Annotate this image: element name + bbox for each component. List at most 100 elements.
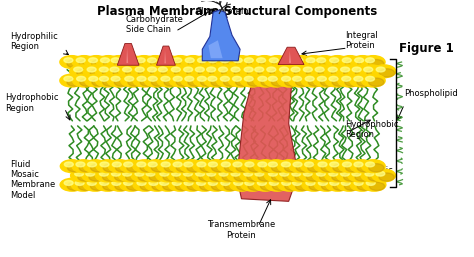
Circle shape — [176, 78, 191, 86]
Circle shape — [211, 78, 226, 86]
Circle shape — [83, 65, 107, 78]
Circle shape — [280, 171, 289, 176]
Circle shape — [60, 74, 83, 87]
Circle shape — [72, 160, 96, 173]
Circle shape — [191, 169, 215, 182]
Circle shape — [91, 182, 106, 190]
Circle shape — [340, 171, 349, 176]
Circle shape — [331, 69, 346, 77]
Circle shape — [112, 162, 121, 167]
Circle shape — [156, 56, 180, 68]
Circle shape — [208, 76, 217, 81]
Circle shape — [290, 56, 313, 68]
Circle shape — [255, 67, 264, 72]
Circle shape — [142, 169, 165, 182]
Circle shape — [221, 69, 237, 77]
Circle shape — [73, 74, 96, 87]
Circle shape — [124, 58, 133, 63]
Circle shape — [60, 178, 84, 191]
Circle shape — [333, 59, 348, 68]
Circle shape — [277, 56, 300, 68]
Circle shape — [121, 74, 145, 87]
Circle shape — [269, 58, 278, 63]
Circle shape — [270, 69, 285, 77]
Circle shape — [318, 76, 327, 81]
Circle shape — [136, 58, 145, 63]
Circle shape — [355, 173, 370, 181]
Circle shape — [319, 173, 335, 181]
Circle shape — [103, 164, 118, 172]
Circle shape — [137, 76, 146, 81]
Circle shape — [184, 67, 192, 72]
Circle shape — [135, 171, 144, 176]
Circle shape — [113, 69, 128, 77]
Circle shape — [357, 182, 373, 190]
Circle shape — [268, 162, 277, 167]
Circle shape — [272, 164, 287, 172]
Circle shape — [152, 182, 167, 190]
Polygon shape — [237, 58, 298, 201]
Text: Hydrophobic
Region: Hydrophobic Region — [5, 93, 59, 113]
Circle shape — [140, 164, 155, 172]
Circle shape — [188, 78, 203, 86]
Circle shape — [237, 182, 252, 190]
Circle shape — [337, 178, 361, 191]
Circle shape — [82, 169, 105, 182]
Circle shape — [311, 65, 335, 78]
Circle shape — [303, 67, 312, 72]
Circle shape — [204, 74, 228, 87]
Circle shape — [207, 67, 216, 72]
Circle shape — [372, 169, 395, 182]
Circle shape — [348, 169, 372, 182]
Circle shape — [127, 164, 142, 172]
Circle shape — [60, 160, 84, 173]
Circle shape — [258, 69, 273, 77]
Circle shape — [221, 162, 230, 167]
Circle shape — [332, 173, 347, 181]
Circle shape — [362, 56, 385, 68]
Circle shape — [352, 171, 361, 176]
Circle shape — [86, 171, 95, 176]
Circle shape — [369, 164, 384, 172]
Text: Integral
Protein: Integral Protein — [346, 31, 378, 50]
Circle shape — [297, 59, 312, 68]
Text: Fluid
Mosaic
Membrane
Model: Fluid Mosaic Membrane Model — [10, 160, 55, 200]
Circle shape — [60, 56, 83, 68]
Circle shape — [133, 160, 156, 173]
Circle shape — [342, 58, 351, 63]
Circle shape — [305, 162, 313, 167]
Circle shape — [362, 160, 385, 173]
Circle shape — [247, 78, 263, 86]
Circle shape — [285, 78, 300, 86]
Text: Hydrophilic
Region: Hydrophilic Region — [346, 166, 393, 186]
Circle shape — [302, 178, 326, 191]
Circle shape — [210, 69, 225, 77]
Polygon shape — [202, 10, 240, 61]
Circle shape — [197, 180, 206, 185]
Circle shape — [187, 69, 202, 77]
Circle shape — [330, 58, 338, 63]
Circle shape — [233, 76, 241, 81]
Circle shape — [144, 160, 168, 173]
Circle shape — [345, 78, 360, 86]
Circle shape — [207, 171, 216, 176]
Circle shape — [350, 178, 374, 191]
Circle shape — [184, 180, 193, 185]
Circle shape — [160, 180, 169, 185]
Circle shape — [350, 160, 374, 173]
Circle shape — [354, 180, 363, 185]
Circle shape — [338, 160, 362, 173]
Text: Glycoprotein: Glycoprotein — [196, 7, 249, 16]
Circle shape — [157, 74, 181, 87]
Circle shape — [288, 169, 311, 182]
Circle shape — [110, 67, 119, 72]
Circle shape — [114, 59, 129, 68]
Circle shape — [245, 180, 254, 185]
Circle shape — [308, 78, 324, 86]
Circle shape — [89, 58, 98, 63]
Circle shape — [293, 162, 302, 167]
Circle shape — [320, 78, 336, 86]
Circle shape — [111, 76, 120, 81]
Circle shape — [199, 173, 214, 181]
Text: Transmembrane
Protein: Transmembrane Protein — [207, 220, 275, 240]
